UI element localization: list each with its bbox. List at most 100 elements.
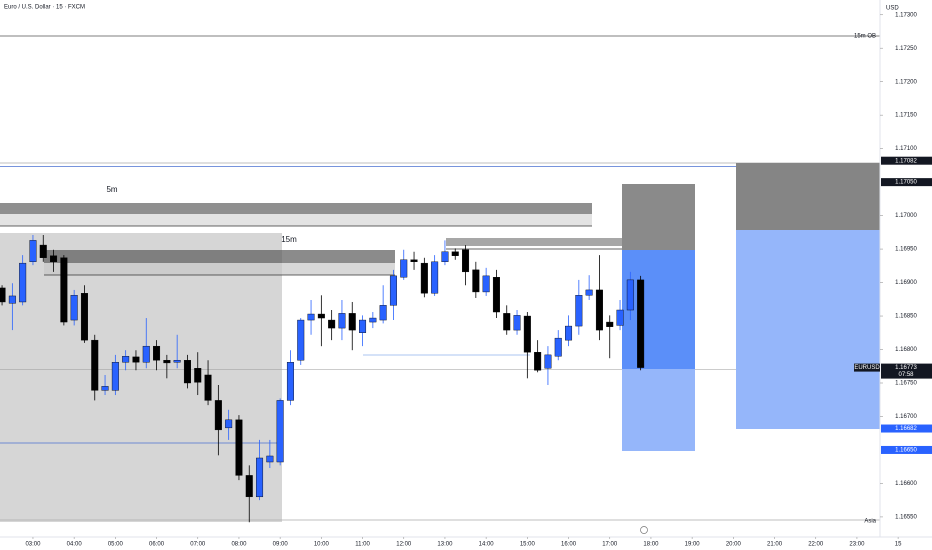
candle-body	[369, 317, 377, 323]
candle-body	[626, 279, 634, 311]
x-tick-label: 21:00	[767, 542, 783, 548]
candle-body	[70, 295, 78, 321]
candle-body	[389, 275, 397, 306]
x-tick-label: 08:00	[231, 542, 247, 548]
candle-body	[183, 360, 191, 384]
x-tick-label: 05:00	[108, 542, 124, 548]
candle-body	[379, 305, 387, 321]
x-tick-label: 15:00	[520, 542, 536, 548]
candle-body	[431, 261, 439, 294]
x-tick-label: 22:00	[808, 542, 824, 548]
price-label-box	[881, 445, 932, 454]
price-label: 1.17050	[895, 180, 917, 186]
candle-body	[101, 386, 109, 391]
candle-body	[420, 262, 428, 294]
zone-5m	[0, 203, 592, 214]
x-tick-label: 03:00	[25, 542, 41, 548]
candle-body	[225, 419, 233, 429]
x-tick-label: 16:00	[561, 542, 577, 548]
session-box	[0, 233, 282, 522]
candle-body	[410, 259, 418, 263]
price-label: 1.16682	[895, 426, 917, 432]
candle-body	[276, 400, 284, 463]
y-tick-label: 1.16550	[895, 514, 917, 520]
stop-zone	[736, 163, 880, 230]
candle-body	[637, 279, 645, 368]
candle-body	[544, 354, 552, 369]
y-tick-label: 1.17200	[895, 79, 917, 85]
candle-body	[565, 325, 573, 341]
y-tick-label: 1.16600	[895, 481, 917, 487]
x-tick-label: 15	[895, 542, 902, 548]
candle-body	[132, 356, 140, 363]
x-tick-label: 23:00	[849, 542, 865, 548]
annotation: 15m	[281, 235, 297, 244]
candle-body	[595, 289, 603, 331]
candle-body	[297, 319, 305, 361]
y-tick-label: 1.17150	[895, 113, 917, 119]
zone	[446, 238, 633, 246]
candle-body	[194, 368, 202, 383]
candle-body	[8, 295, 16, 304]
candle-body	[606, 321, 614, 327]
price-label: 1.17082	[895, 158, 917, 164]
candle-body	[39, 244, 47, 258]
candle-body	[328, 319, 336, 329]
y-tick-label: 1.16900	[895, 280, 917, 286]
price-label-box	[881, 424, 932, 433]
candle-body	[80, 293, 88, 341]
symbol-box	[854, 363, 880, 372]
stop-zone	[622, 184, 695, 250]
candle-body	[472, 269, 480, 293]
candle-body	[142, 345, 150, 363]
candle-body	[503, 313, 511, 331]
y-tick-label: 1.16950	[895, 247, 917, 253]
candle-body	[29, 240, 37, 263]
icon[interactable]	[640, 526, 648, 534]
candle-body	[554, 337, 562, 357]
candle-body	[163, 360, 171, 364]
y-tick-label: 1.16800	[895, 347, 917, 353]
zone-15m	[44, 263, 395, 275]
candle-body	[19, 262, 27, 303]
price-label-box	[881, 156, 932, 165]
x-tick-label: 06:00	[149, 542, 165, 548]
y-tick-label: 1.16700	[895, 414, 917, 420]
candle-body	[153, 345, 161, 361]
x-tick-label: 18:00	[643, 542, 659, 548]
candle-body	[482, 275, 490, 293]
y-tick-label: 1.16850	[895, 314, 917, 320]
candle-body	[173, 360, 181, 363]
target-zone	[622, 369, 695, 451]
candle-body	[523, 315, 531, 353]
drawings	[0, 35, 880, 534]
countdown: 07:58	[898, 372, 914, 378]
candle-body	[91, 339, 99, 391]
candle-body	[60, 257, 68, 323]
x-tick-label: 13:00	[437, 542, 453, 548]
candle-body	[534, 351, 542, 371]
x-tick-label: 07:00	[190, 542, 206, 548]
candle-body	[307, 313, 315, 321]
y-tick-label: 1.17100	[895, 146, 917, 152]
x-tick-label: 09:00	[273, 542, 289, 548]
candle-body	[451, 251, 459, 256]
candle-body	[575, 295, 583, 327]
last-price-label: 1.16773	[895, 365, 917, 371]
annotation: Asia	[864, 519, 876, 525]
annotation: 5m	[106, 185, 117, 194]
zone-15m	[44, 250, 395, 263]
candle-body	[0, 287, 6, 303]
candle-body	[400, 259, 408, 278]
price-label-box	[881, 178, 932, 187]
candle-body	[462, 249, 470, 273]
candle-body	[214, 400, 222, 431]
x-tick-label: 20:00	[726, 542, 742, 548]
candle-body	[122, 356, 130, 363]
candle-body	[111, 362, 119, 391]
x-tick-label: 04:00	[67, 542, 83, 548]
symbol-label: EURUSD	[854, 365, 880, 371]
x-tick-label: 10:00	[314, 542, 330, 548]
candle-body	[513, 315, 521, 331]
